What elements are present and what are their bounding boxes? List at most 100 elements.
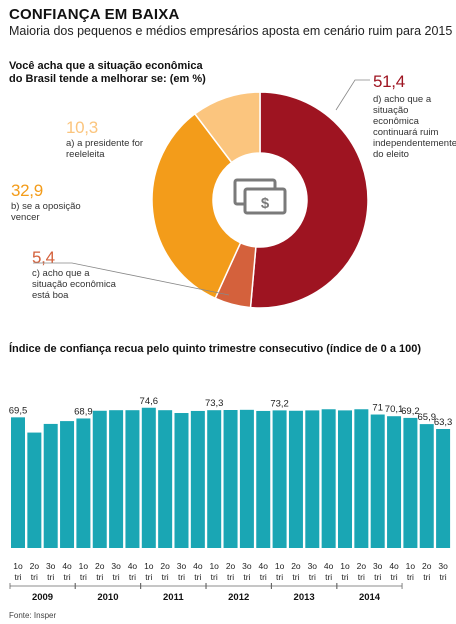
- pie-slice-b: [151, 112, 242, 300]
- bar-20: [338, 410, 352, 548]
- bar-26: [436, 428, 451, 548]
- bar-3: [60, 421, 75, 548]
- bar-22: [370, 414, 385, 548]
- bar-24: [403, 417, 418, 548]
- bar-data-label: 69,2: [401, 406, 420, 417]
- bar-data-label: 68,9: [74, 406, 93, 417]
- bar-11: [190, 410, 205, 548]
- bar-8: [141, 407, 156, 548]
- source-note: Fonte: Insper: [9, 611, 57, 620]
- quarter-tick-label: tri: [407, 572, 414, 582]
- pie-label-a: a) a presidente for reeleleita: [66, 138, 144, 160]
- bar-data-label: 71: [372, 403, 383, 414]
- quarter-tick-label: 1o: [144, 561, 154, 571]
- quarter-tick-label: 3o: [111, 561, 121, 571]
- leader-line-d: [335, 79, 370, 111]
- quarter-tick-label: 1o: [209, 561, 219, 571]
- bar-data-label: 69,5: [9, 405, 28, 416]
- bar-data-label: 74,6: [140, 396, 159, 407]
- quarter-tick-label: tri: [325, 572, 332, 582]
- chart-title: CONFIANÇA EM BAIXA: [9, 6, 180, 23]
- pie-label-d: d) acho que a situação econômica continu…: [373, 94, 456, 160]
- bar-data-label: 65,9: [418, 412, 437, 423]
- quarter-tick-label: tri: [243, 572, 250, 582]
- year-label: 2012: [228, 592, 249, 603]
- pie-value-a: 10,3: [66, 118, 98, 137]
- quarter-tick-label: 4o: [259, 561, 269, 571]
- quarter-tick-label: 2o: [160, 561, 170, 571]
- quarter-tick-label: 3o: [438, 561, 448, 571]
- quarter-tick-label: 2o: [95, 561, 105, 571]
- quarter-tick-label: tri: [96, 572, 103, 582]
- year-label: 2014: [359, 592, 381, 603]
- quarter-tick-label: tri: [309, 572, 316, 582]
- quarter-tick-label: 4o: [389, 561, 399, 571]
- pie-label-c: c) acho que a situação econômica está bo…: [32, 268, 116, 301]
- quarter-tick-label: tri: [260, 572, 267, 582]
- bar-0: [11, 417, 25, 548]
- quarter-tick-label: 3o: [46, 561, 56, 571]
- bar-data-label: 73,2: [270, 398, 289, 409]
- bar-10: [174, 413, 189, 548]
- pie-question: Você acha que a situação econômica do Br…: [9, 60, 206, 85]
- pie-value-c: 5,4: [32, 248, 55, 267]
- bar-1: [27, 432, 42, 548]
- quarter-tick-label: 1o: [340, 561, 350, 571]
- leader-line-c: [33, 262, 230, 296]
- quarter-tick-label: tri: [423, 572, 430, 582]
- quarter-tick-label: tri: [374, 572, 381, 582]
- pie-label-b: b) se a oposição vencer: [11, 201, 81, 223]
- quarter-tick-label: tri: [129, 572, 136, 582]
- year-label: 2010: [97, 592, 118, 603]
- year-label: 2011: [163, 592, 184, 603]
- quarter-tick-label: tri: [391, 572, 398, 582]
- bar-18: [305, 410, 320, 548]
- bar-21: [354, 409, 369, 548]
- bar-23: [387, 416, 402, 548]
- pie-slice-d: [249, 91, 369, 309]
- quarter-tick-label: 1o: [79, 561, 89, 571]
- quarter-tick-label: 3o: [177, 561, 187, 571]
- quarter-tick-label: tri: [194, 572, 201, 582]
- quarter-tick-label: 1o: [13, 561, 23, 571]
- bar-25: [419, 424, 434, 548]
- bar-6: [109, 410, 124, 548]
- bar-chart-title: Índice de confiança recua pelo quinto tr…: [9, 343, 422, 355]
- bar-16: [272, 410, 287, 548]
- quarter-tick-label: 3o: [308, 561, 318, 571]
- quarter-tick-label: tri: [80, 572, 87, 582]
- quarter-tick-label: 2o: [357, 561, 367, 571]
- pie-value-d: 51,4: [373, 72, 405, 91]
- bar-data-label: 73,3: [205, 398, 224, 409]
- quarter-tick-label: tri: [227, 572, 234, 582]
- quarter-tick-label: tri: [276, 572, 283, 582]
- quarter-tick-label: 4o: [193, 561, 203, 571]
- quarter-tick-label: 2o: [226, 561, 236, 571]
- quarter-tick-label: tri: [47, 572, 54, 582]
- quarter-tick-label: tri: [292, 572, 299, 582]
- bar-15: [256, 410, 271, 548]
- bar-14: [239, 409, 254, 548]
- bar-7: [125, 410, 140, 548]
- bar-19: [321, 409, 336, 548]
- quarter-tick-label: 2o: [291, 561, 301, 571]
- bar-17: [288, 410, 303, 548]
- bar-5: [92, 410, 107, 548]
- quarter-tick-label: tri: [14, 572, 21, 582]
- quarter-tick-label: 2o: [422, 561, 432, 571]
- quarter-tick-label: tri: [31, 572, 38, 582]
- quarter-tick-label: tri: [113, 572, 120, 582]
- quarter-tick-label: tri: [64, 572, 71, 582]
- pie-value-b: 32,9: [11, 181, 43, 200]
- quarter-tick-label: 3o: [373, 561, 383, 571]
- quarter-tick-label: tri: [162, 572, 169, 582]
- quarter-tick-label: tri: [358, 572, 365, 582]
- money-icon: $: [233, 178, 287, 215]
- bar-9: [158, 410, 173, 548]
- year-label: 2013: [294, 592, 315, 603]
- quarter-tick-label: 1o: [275, 561, 285, 571]
- bar-2: [43, 423, 58, 548]
- quarter-tick-label: tri: [341, 572, 348, 582]
- bar-data-label: 63,3: [434, 417, 453, 428]
